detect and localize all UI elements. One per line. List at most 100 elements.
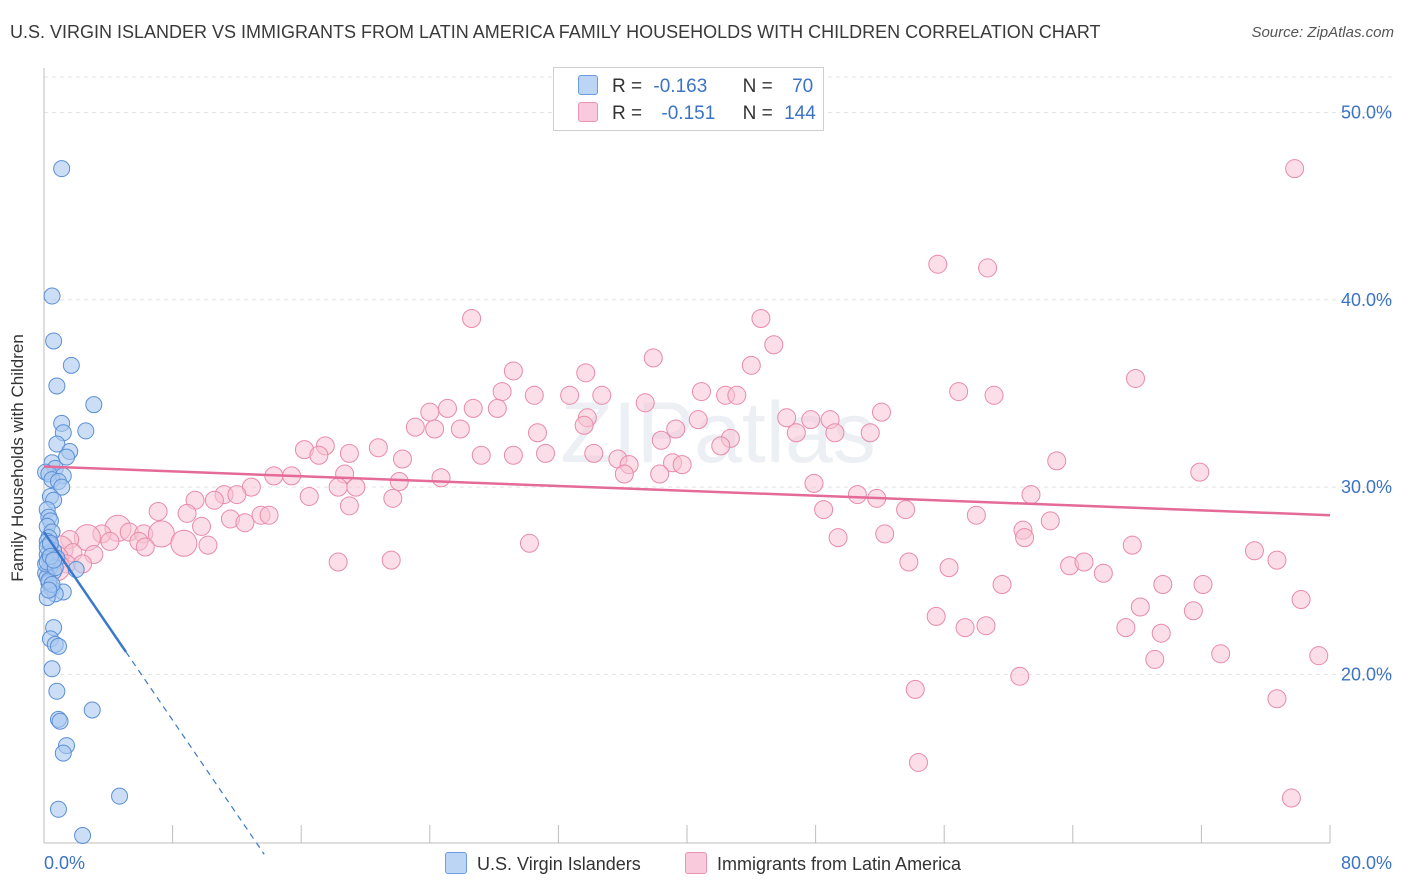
point-virgin-islanders [111,787,129,805]
point-latin-america [741,355,761,375]
point-latin-america [976,616,996,636]
legend-n-value: 70 [792,76,814,97]
point-virgin-islanders [49,800,67,818]
legend-n-label: N = [742,76,773,97]
point-latin-america [899,552,919,572]
point-latin-america [346,477,366,497]
point-latin-america [872,402,892,422]
point-latin-america [299,486,319,506]
point-latin-america [926,606,946,626]
point-latin-america [368,438,388,458]
point-latin-america [939,558,959,578]
legend-swatch-pink [578,102,598,122]
point-latin-america [576,363,596,383]
point-latin-america [992,575,1012,595]
point-latin-america [804,473,824,493]
point-latin-america [949,382,969,402]
point-latin-america [235,513,255,533]
point-latin-america [227,485,247,505]
point-latin-america [1093,563,1113,583]
point-latin-america [170,529,198,557]
point-latin-america [1074,552,1094,572]
source-label: Source: ZipAtlas.com [1251,24,1394,41]
point-latin-america [177,503,197,523]
point-latin-america [381,550,401,570]
point-latin-america [860,423,880,443]
trend-lines [42,465,1331,855]
point-latin-america [1267,689,1287,709]
point-latin-america [1145,649,1165,669]
point-latin-america [487,398,507,418]
point-latin-america [847,485,867,505]
point-latin-america [814,500,834,520]
point-virgin-islanders [58,448,76,466]
point-latin-america [389,471,409,491]
point-virgin-islanders [54,744,72,762]
point-virgin-islanders [43,660,61,678]
point-latin-america [560,385,580,405]
point-latin-america [650,464,670,484]
series-virgin-islanders-points [37,160,129,845]
trend-line-virgin-islanders-extension [125,651,265,855]
trend-line-latin-america [43,465,1331,517]
point-latin-america [1291,589,1311,609]
point-latin-america [328,477,348,497]
point-latin-america [1193,575,1213,595]
point-virgin-islanders [74,827,92,845]
point-virgin-islanders [48,682,66,700]
bottom-legend-swatch-pink [685,852,707,874]
point-latin-america [764,335,784,355]
point-virgin-islanders [62,356,80,374]
legend-n-value: 144 [784,103,816,124]
point-latin-america [592,385,612,405]
point-latin-america [437,398,457,418]
legend-n-label: N = [742,103,773,124]
point-virgin-islanders [45,551,63,569]
point-latin-america [688,410,708,430]
point-latin-america [431,468,451,488]
point-latin-america [198,535,218,555]
point-latin-america [1190,462,1210,482]
point-latin-america [1151,623,1171,643]
point-virgin-islanders [53,478,71,496]
point-latin-america [463,398,483,418]
point-latin-america [339,443,359,463]
point-latin-america [405,417,425,437]
point-latin-america [1122,535,1142,555]
point-latin-america [984,385,1004,405]
point-latin-america [1015,528,1035,548]
x-tick-label-min: 0.0% [44,853,85,873]
point-latin-america [524,385,544,405]
chart-title: U.S. VIRGIN ISLANDER VS IMMIGRANTS FROM … [10,22,1101,42]
point-latin-america [672,455,692,475]
point-latin-america [148,501,168,521]
point-latin-america [1010,666,1030,686]
legend-r-label: R = [612,76,643,97]
point-latin-america [908,752,928,772]
point-latin-america [309,445,329,465]
point-latin-america [450,419,470,439]
point-latin-america [339,496,359,516]
y-tick-label: 30.0% [1341,477,1392,497]
point-latin-america [584,443,604,463]
point-latin-america [691,382,711,402]
point-latin-america [383,488,403,508]
point-latin-america [1153,575,1173,595]
point-latin-america [1211,644,1231,664]
point-latin-america [1125,368,1145,388]
trend-line-virgin-islanders [42,531,128,653]
bottom-legend-label: U.S. Virgin Islanders [477,854,641,874]
series-latin-america-points [41,159,1329,808]
y-tick-label: 50.0% [1341,102,1392,122]
x-tick-label-max: 80.0% [1341,853,1392,873]
bottom-legend-latin-america: Immigrants from Latin America [685,852,961,875]
point-latin-america [492,382,512,402]
point-latin-america [978,258,998,278]
point-virgin-islanders [40,581,58,599]
point-latin-america [420,402,440,422]
point-latin-america [528,423,548,443]
point-latin-america [786,423,806,443]
point-latin-america [1047,451,1067,471]
point-virgin-islanders [85,396,103,414]
